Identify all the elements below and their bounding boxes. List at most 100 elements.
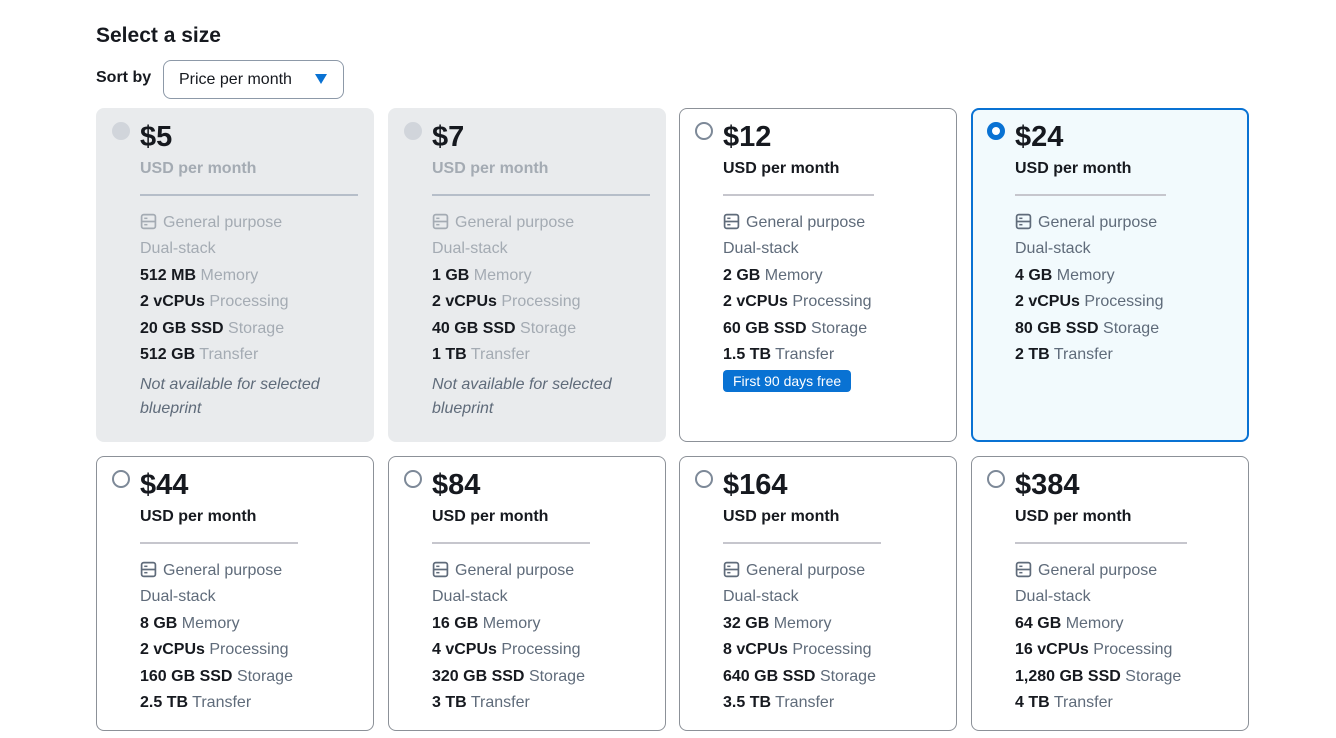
transfer-label: Transfer [192, 694, 252, 712]
server-icon [140, 561, 157, 578]
plan-network: Dual-stack [1015, 240, 1091, 258]
storage-label: Storage [811, 319, 868, 337]
plan-network: Dual-stack [1015, 588, 1091, 606]
storage-label: Storage [228, 319, 285, 337]
transfer-label: Transfer [775, 694, 835, 712]
processing-label: Processing [1093, 641, 1173, 659]
plan-card-24[interactable]: $24 USD per month General purpose Dual-s… [971, 108, 1249, 442]
plan-transfer: 4 TB [1015, 694, 1050, 712]
plan-card-12[interactable]: $12 USD per month General purpose Dual-s… [679, 108, 957, 442]
plan-card-44[interactable]: $44 USD per month General purpose Dual-s… [96, 456, 374, 731]
transfer-label: Transfer [1053, 346, 1113, 364]
plan-price: $384 [1015, 469, 1080, 501]
plan-cpus: 8 vCPUs [723, 641, 788, 659]
plan-transfer: 3.5 TB [723, 694, 772, 712]
divider [432, 194, 650, 196]
plan-period: USD per month [1015, 508, 1132, 525]
sort-select[interactable]: Price per month [163, 60, 344, 99]
unavailable-note: Not available for selected blueprint [432, 376, 612, 417]
server-icon [432, 561, 449, 578]
unavailable-note: Not available for selected blueprint [140, 376, 320, 417]
plan-transfer: 2 TB [1015, 346, 1050, 364]
storage-label: Storage [819, 667, 876, 685]
plan-transfer: 1 TB [432, 346, 467, 364]
plan-category: General purpose [746, 214, 866, 231]
plan-transfer: 2.5 TB [140, 694, 189, 712]
plan-storage: 20 GB SSD [140, 319, 224, 337]
plan-radio [404, 122, 422, 140]
plan-storage: 160 GB SSD [140, 667, 233, 685]
plan-memory: 32 GB [723, 614, 770, 632]
sort-label: Sort by [96, 69, 152, 86]
plan-storage: 640 GB SSD [723, 667, 816, 685]
plan-radio[interactable] [695, 470, 713, 488]
storage-label: Storage [528, 667, 585, 685]
plan-card-5: $5 USD per month General purpose Dual-st… [96, 108, 374, 442]
plan-cpus: 2 vCPUs [723, 293, 788, 311]
memory-label: Memory [181, 614, 240, 632]
storage-label: Storage [1103, 319, 1160, 337]
server-icon [723, 561, 740, 578]
plan-card-84[interactable]: $84 USD per month General purpose Dual-s… [388, 456, 666, 731]
plan-period: USD per month [432, 508, 549, 525]
plan-cpus: 2 vCPUs [140, 293, 205, 311]
plan-storage: 40 GB SSD [432, 319, 516, 337]
plan-category: General purpose [746, 562, 866, 579]
plan-card-164[interactable]: $164 USD per month General purpose Dual-… [679, 456, 957, 731]
plan-price: $24 [1015, 121, 1064, 153]
plan-memory: 4 GB [1015, 266, 1053, 284]
plan-category: General purpose [163, 214, 283, 231]
plan-cpus: 2 vCPUs [140, 641, 205, 659]
caret-down-icon [315, 74, 327, 84]
memory-label: Memory [1056, 266, 1115, 284]
plan-transfer: 1.5 TB [723, 346, 772, 364]
plan-period: USD per month [723, 508, 840, 525]
plan-period: USD per month [723, 160, 840, 177]
plan-radio[interactable] [695, 122, 713, 140]
plan-memory: 64 GB [1015, 614, 1062, 632]
plan-storage: 1,280 GB SSD [1015, 667, 1121, 685]
plan-transfer: 512 GB [140, 346, 196, 364]
plan-category: General purpose [163, 562, 283, 579]
memory-label: Memory [482, 614, 541, 632]
server-icon [1015, 213, 1032, 230]
plan-price: $12 [723, 121, 772, 153]
server-icon [432, 213, 449, 230]
plan-category: General purpose [1038, 214, 1158, 231]
plan-cpus: 2 vCPUs [432, 293, 497, 311]
plan-period: USD per month [432, 160, 549, 177]
plan-period: USD per month [140, 508, 257, 525]
transfer-label: Transfer [470, 346, 530, 364]
server-icon [1015, 561, 1032, 578]
plan-radio[interactable] [987, 470, 1005, 488]
plan-radio [112, 122, 130, 140]
memory-label: Memory [200, 266, 259, 284]
plan-radio[interactable] [404, 470, 422, 488]
plan-radio-selected[interactable] [987, 122, 1005, 140]
plan-cpus: 16 vCPUs [1015, 641, 1089, 659]
plan-price: $44 [140, 469, 189, 501]
divider [140, 194, 358, 196]
plan-category: General purpose [1038, 562, 1158, 579]
divider [140, 542, 298, 544]
plan-price: $164 [723, 469, 788, 501]
plan-cpus: 4 vCPUs [432, 641, 497, 659]
plan-price: $84 [432, 469, 481, 501]
plan-period: USD per month [140, 160, 257, 177]
memory-label: Memory [473, 266, 532, 284]
plan-memory: 16 GB [432, 614, 479, 632]
processing-label: Processing [501, 293, 581, 311]
plan-category: General purpose [455, 562, 575, 579]
plan-card-384[interactable]: $384 USD per month General purpose Dual-… [971, 456, 1249, 731]
storage-label: Storage [236, 667, 293, 685]
plan-transfer: 3 TB [432, 694, 467, 712]
server-icon [140, 213, 157, 230]
plan-storage: 320 GB SSD [432, 667, 525, 685]
plan-memory: 2 GB [723, 266, 761, 284]
processing-label: Processing [501, 641, 581, 659]
sort-select-value: Price per month [179, 70, 292, 88]
plan-radio[interactable] [112, 470, 130, 488]
divider [723, 542, 881, 544]
divider [1015, 194, 1166, 196]
plan-network: Dual-stack [432, 588, 508, 606]
